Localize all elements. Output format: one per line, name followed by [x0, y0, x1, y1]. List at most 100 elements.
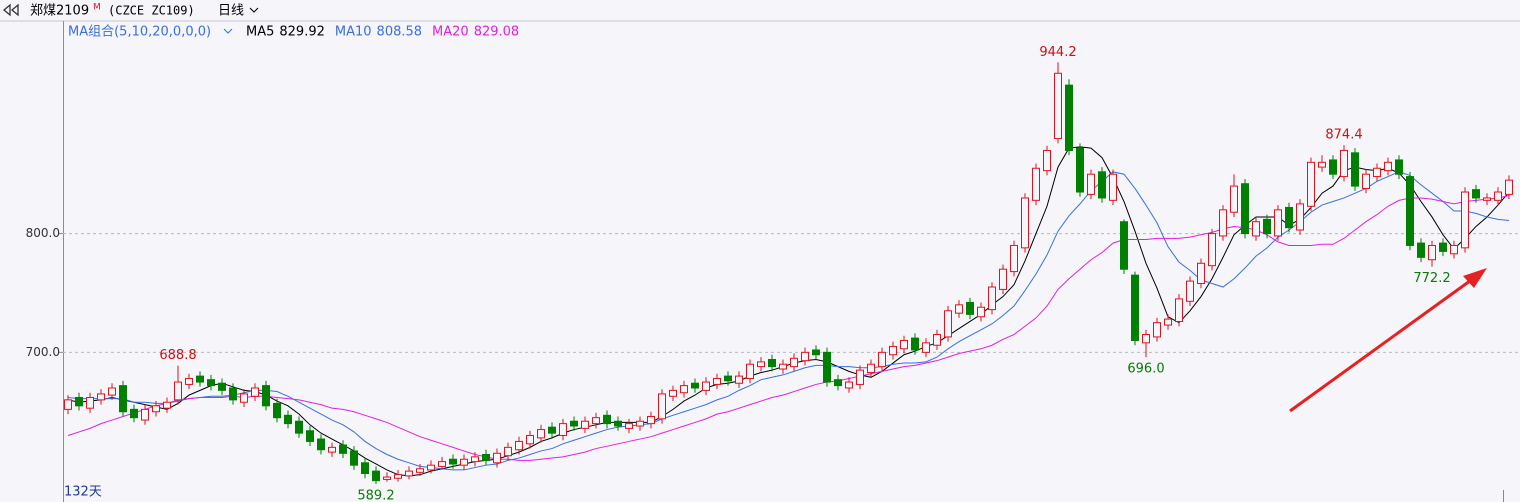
candle-body — [251, 387, 259, 397]
candle-body — [1175, 298, 1183, 322]
candle-body — [361, 462, 369, 474]
legend: MA5 829.92 MA10 808.58 MA20 829.08 — [246, 25, 519, 40]
candle-body — [75, 396, 83, 407]
dropdown-arrow — [249, 7, 259, 13]
candle-body — [372, 470, 380, 482]
candle-body — [1285, 206, 1293, 229]
high-label: 688.8 — [159, 348, 196, 363]
candle-body — [97, 393, 105, 401]
candle-body — [1428, 244, 1436, 261]
candle-body — [1098, 171, 1106, 199]
candle-body — [449, 458, 457, 465]
candle-body — [702, 381, 710, 391]
candle-body — [405, 470, 413, 477]
candle-body — [1296, 203, 1304, 231]
candle-body — [1219, 209, 1227, 237]
candle-body — [163, 401, 171, 409]
candle-body — [1395, 159, 1403, 175]
candle-body — [1450, 244, 1458, 255]
candle-body — [933, 334, 941, 346]
candle-body — [658, 393, 666, 420]
period-selector[interactable]: 日线 — [218, 4, 244, 19]
candle-body — [328, 446, 336, 453]
candle-body — [427, 464, 435, 471]
candle-body — [889, 345, 897, 356]
candle-body — [262, 385, 270, 407]
candle-body — [845, 381, 853, 389]
candle-body — [1142, 334, 1150, 344]
candle-body — [350, 450, 358, 466]
candle-body — [1252, 221, 1260, 237]
arrow-line — [1289, 276, 1475, 413]
plot-area: 700.0 800.0 688.8 944.2 874.4 589.2 696.0 772.2 — [26, 45, 1520, 502]
candle-body — [130, 408, 138, 419]
candle-body — [669, 389, 677, 397]
candle-body — [988, 286, 996, 311]
candle-body — [1417, 242, 1425, 258]
candle-body — [339, 444, 347, 454]
candle-body — [152, 405, 160, 413]
legend-name: MA5 — [246, 25, 274, 40]
candle-body — [966, 301, 974, 315]
candle-body — [1120, 221, 1128, 270]
candle-body — [416, 468, 424, 473]
candle-body — [185, 377, 193, 385]
candle-body — [999, 268, 1007, 290]
candle-body — [295, 420, 303, 434]
candle-body — [1307, 161, 1315, 207]
candle-body — [1186, 280, 1194, 302]
candle-body — [1230, 185, 1238, 213]
candle-body — [592, 417, 600, 425]
candle-body — [724, 375, 732, 382]
candle-body — [1208, 233, 1216, 267]
candle-body — [1054, 72, 1062, 140]
candle-body — [779, 363, 787, 370]
candle-body — [64, 399, 72, 410]
candle-body — [504, 446, 512, 457]
candle-body — [482, 453, 490, 461]
ma-group[interactable]: MA组合(5,10,20,0,0,0) — [68, 25, 211, 40]
candle-body — [922, 342, 930, 353]
candle-body — [944, 310, 952, 338]
candle-body — [196, 375, 204, 383]
candle-body — [636, 420, 644, 427]
candle-body — [1065, 84, 1073, 151]
candle-body — [1263, 218, 1271, 235]
main-flag: M — [93, 3, 101, 13]
candle-body — [955, 304, 963, 314]
candle-body — [856, 369, 864, 385]
candle-body — [273, 402, 281, 419]
candle-body — [471, 456, 479, 463]
candle-body — [1043, 149, 1051, 172]
candle-body — [647, 415, 655, 425]
low-label: 696.0 — [1127, 362, 1164, 377]
candle-body — [1164, 318, 1172, 326]
back-icon[interactable] — [2, 3, 19, 17]
legend-value: 829.08 — [474, 25, 520, 40]
candle-body — [218, 382, 226, 391]
candle-body — [438, 461, 446, 467]
y-tick-label: 800.0 — [26, 226, 60, 240]
candle-body — [1340, 149, 1348, 178]
candle-body — [559, 423, 567, 436]
candle-body — [317, 438, 325, 451]
candle-body — [1472, 189, 1480, 199]
candle-body — [911, 337, 919, 351]
low-label: 589.2 — [357, 488, 394, 502]
candle-body — [229, 387, 237, 401]
candle-body — [1494, 191, 1502, 201]
candle-body — [86, 396, 94, 409]
candle-body — [625, 423, 633, 429]
candle-body — [735, 375, 743, 384]
candle-body — [1439, 242, 1447, 252]
candle-body — [878, 351, 886, 368]
candle-body — [174, 381, 182, 401]
candle-body — [680, 385, 688, 394]
candle-body — [1021, 197, 1029, 249]
candle-body — [1076, 147, 1084, 193]
candle-body — [526, 434, 534, 445]
candle-body — [548, 426, 556, 434]
arrow-head — [1463, 268, 1487, 288]
